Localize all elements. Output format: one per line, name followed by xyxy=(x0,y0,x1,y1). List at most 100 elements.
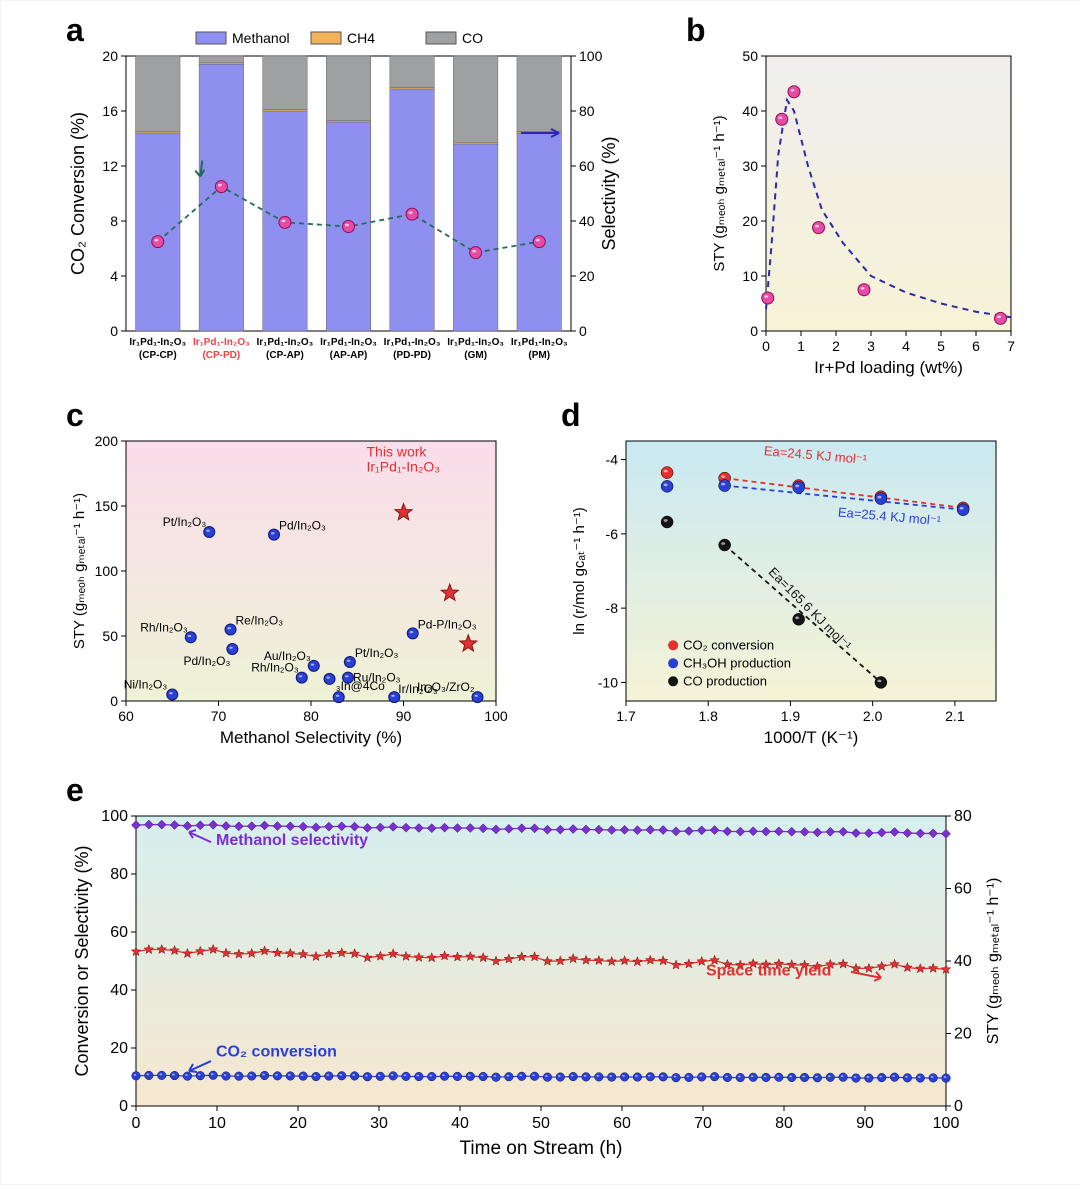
svg-text:70: 70 xyxy=(694,1115,712,1132)
svg-text:40: 40 xyxy=(954,953,972,970)
svg-text:0: 0 xyxy=(110,323,118,339)
svg-text:90: 90 xyxy=(396,708,412,724)
svg-text:Ni/In₂O₃: Ni/In₂O₃ xyxy=(124,678,168,692)
svg-text:6: 6 xyxy=(972,338,980,354)
svg-text:1000/T (K⁻¹): 1000/T (K⁻¹) xyxy=(764,728,859,747)
svg-text:(CP-PD): (CP-PD) xyxy=(202,350,240,361)
svg-text:90: 90 xyxy=(856,1115,874,1132)
svg-text:(CP-CP): (CP-CP) xyxy=(139,350,177,361)
svg-text:CH₃OH production: CH₃OH production xyxy=(683,655,791,670)
svg-text:20: 20 xyxy=(110,1040,128,1057)
svg-text:60: 60 xyxy=(118,708,134,724)
svg-text:₃In@4Co: ₃In@4Co xyxy=(336,679,385,693)
svg-text:40: 40 xyxy=(110,982,128,999)
svg-text:CO production: CO production xyxy=(683,673,767,688)
svg-text:100: 100 xyxy=(933,1115,960,1132)
svg-text:3: 3 xyxy=(867,338,875,354)
svg-text:80: 80 xyxy=(954,808,972,825)
svg-text:100: 100 xyxy=(579,48,603,64)
svg-text:This work: This work xyxy=(367,444,428,460)
svg-text:0: 0 xyxy=(110,693,118,709)
svg-text:50: 50 xyxy=(742,48,758,64)
svg-text:ln (r/mol gcₐₜ⁻¹ h⁻¹): ln (r/mol gcₐₜ⁻¹ h⁻¹) xyxy=(571,507,588,635)
svg-text:60: 60 xyxy=(613,1115,631,1132)
svg-text:7: 7 xyxy=(1007,338,1015,354)
svg-text:10: 10 xyxy=(208,1115,226,1132)
svg-text:10: 10 xyxy=(742,268,758,284)
svg-text:0: 0 xyxy=(750,323,758,339)
svg-text:STY (gₘₑₒₕ gₘₑₜₐₗ⁻¹ h⁻¹): STY (gₘₑₒₕ gₘₑₜₐₗ⁻¹ h⁻¹) xyxy=(711,115,728,271)
svg-text:CO₂ conversion: CO₂ conversion xyxy=(216,1044,337,1061)
svg-text:Time on Stream (h): Time on Stream (h) xyxy=(460,1138,623,1159)
svg-text:30: 30 xyxy=(370,1115,388,1132)
chart-figure: aMethanolCH4CO048121620CO₂ Conversion (%… xyxy=(0,0,1080,1185)
svg-text:2.1: 2.1 xyxy=(945,708,965,724)
svg-text:16: 16 xyxy=(102,103,118,119)
svg-text:Pt/In₂O₃: Pt/In₂O₃ xyxy=(355,646,399,660)
svg-text:Methanol selectivity: Methanol selectivity xyxy=(216,832,368,849)
svg-text:Ir₁Pd₁-In₂O₃: Ir₁Pd₁-In₂O₃ xyxy=(447,337,504,348)
svg-text:80: 80 xyxy=(110,866,128,883)
svg-text:40: 40 xyxy=(579,213,595,229)
svg-text:Ir₁Pd₁-In₂O₃: Ir₁Pd₁-In₂O₃ xyxy=(384,337,441,348)
svg-text:Pt/In₂O₃: Pt/In₂O₃ xyxy=(163,515,207,529)
svg-text:20: 20 xyxy=(289,1115,307,1132)
svg-text:150: 150 xyxy=(95,498,119,514)
svg-text:c: c xyxy=(66,397,84,433)
svg-text:Ir₁Pd₁-In₂O₃: Ir₁Pd₁-In₂O₃ xyxy=(257,337,314,348)
svg-text:CO₂ conversion: CO₂ conversion xyxy=(683,637,774,652)
svg-text:CH4: CH4 xyxy=(347,30,375,46)
svg-text:20: 20 xyxy=(742,213,758,229)
svg-text:0: 0 xyxy=(119,1098,128,1115)
svg-text:20: 20 xyxy=(102,48,118,64)
svg-text:1.7: 1.7 xyxy=(616,708,636,724)
svg-text:2.0: 2.0 xyxy=(863,708,883,724)
svg-text:40: 40 xyxy=(742,103,758,119)
svg-text:CO: CO xyxy=(462,30,483,46)
svg-text:Ir₁Pd₁-In₂O₃: Ir₁Pd₁-In₂O₃ xyxy=(367,459,441,475)
svg-text:STY (gₘₑₒₕ gₘₑₜₐₗ⁻¹ h⁻¹): STY (gₘₑₒₕ gₘₑₜₐₗ⁻¹ h⁻¹) xyxy=(985,878,1002,1045)
svg-text:CO₂ Conversion (%): CO₂ Conversion (%) xyxy=(68,112,88,275)
svg-text:60: 60 xyxy=(110,924,128,941)
svg-text:70: 70 xyxy=(211,708,227,724)
svg-text:Rh/In₂O₃: Rh/In₂O₃ xyxy=(140,620,188,634)
svg-text:1.8: 1.8 xyxy=(698,708,718,724)
svg-text:Re/In₂O₃: Re/In₂O₃ xyxy=(236,614,284,628)
svg-text:4: 4 xyxy=(110,268,118,284)
svg-text:Ir₁Pd₁-In₂O₃: Ir₁Pd₁-In₂O₃ xyxy=(129,337,186,348)
svg-text:20: 20 xyxy=(579,268,595,284)
svg-text:0: 0 xyxy=(132,1115,141,1132)
svg-text:100: 100 xyxy=(95,563,119,579)
svg-text:50: 50 xyxy=(532,1115,550,1132)
svg-text:STY (gₘₑₒₕ gₘₑₜₐₗ⁻¹ h⁻¹): STY (gₘₑₒₕ gₘₑₜₐₗ⁻¹ h⁻¹) xyxy=(71,493,88,649)
svg-text:Pd/In₂O₃: Pd/In₂O₃ xyxy=(279,519,326,533)
svg-text:Methanol: Methanol xyxy=(232,30,290,46)
svg-text:2: 2 xyxy=(832,338,840,354)
svg-text:Pd/In₂O₃: Pd/In₂O₃ xyxy=(183,654,230,668)
svg-text:60: 60 xyxy=(954,881,972,898)
svg-text:Ir₁Pd₁-In₂O₃: Ir₁Pd₁-In₂O₃ xyxy=(320,337,377,348)
svg-text:-10: -10 xyxy=(598,674,618,690)
svg-text:b: b xyxy=(686,12,706,48)
svg-text:Pd-P/In₂O₃: Pd-P/In₂O₃ xyxy=(418,617,477,631)
svg-text:30: 30 xyxy=(742,158,758,174)
svg-text:Ir₁Pd₁-In₂O₃: Ir₁Pd₁-In₂O₃ xyxy=(511,337,568,348)
svg-text:20: 20 xyxy=(954,1026,972,1043)
svg-text:(PM): (PM) xyxy=(528,350,550,361)
svg-text:80: 80 xyxy=(579,103,595,119)
svg-text:200: 200 xyxy=(95,433,119,449)
svg-text:40: 40 xyxy=(451,1115,469,1132)
svg-text:-6: -6 xyxy=(606,526,619,542)
svg-text:(GM): (GM) xyxy=(464,350,487,361)
svg-text:(CP-AP): (CP-AP) xyxy=(266,350,304,361)
svg-text:Selectivity (%): Selectivity (%) xyxy=(599,136,619,250)
svg-text:(AP-AP): (AP-AP) xyxy=(330,350,368,361)
svg-text:(PD-PD): (PD-PD) xyxy=(393,350,431,361)
svg-text:80: 80 xyxy=(775,1115,793,1132)
svg-text:Ir₁Pd₁-In₂O₃: Ir₁Pd₁-In₂O₃ xyxy=(193,337,250,348)
svg-text:1: 1 xyxy=(797,338,805,354)
svg-text:0: 0 xyxy=(579,323,587,339)
svg-text:Space time yield: Space time yield xyxy=(706,963,831,980)
figure-svg: aMethanolCH4CO048121620CO₂ Conversion (%… xyxy=(1,1,1080,1184)
svg-text:12: 12 xyxy=(102,158,118,174)
